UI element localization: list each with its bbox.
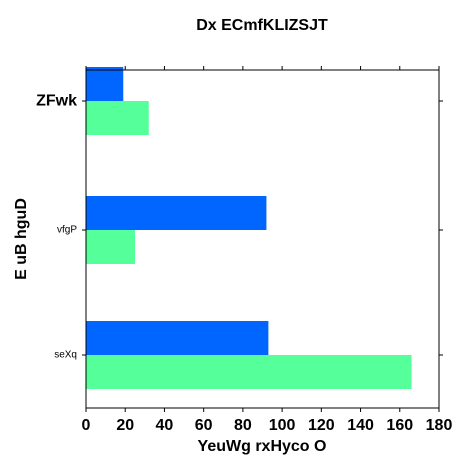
y-tick-label: seXq: [54, 350, 77, 361]
x-axis-label: YeuWg rxHyco O: [198, 438, 327, 455]
bars-layer: [86, 67, 412, 389]
y-tick-label: ZFwk: [36, 93, 77, 110]
bar-seXq-series-1: [86, 321, 269, 355]
x-tick-label: 60: [195, 417, 213, 434]
chart-title: Dx ECmfKLIZSJT: [196, 17, 328, 34]
x-tick-label: 100: [269, 417, 296, 434]
x-tick-label: 80: [234, 417, 252, 434]
ticks-layer: ZFwk vfgP seXq 0 20 40 60 80 100 120 140 160 180: [36, 66, 452, 434]
bar-vfgP-series-2: [86, 230, 136, 264]
x-tick-label: 0: [82, 417, 91, 434]
y-axis-label: E uB hguD: [13, 198, 30, 280]
bar-ZFwk-series-1: [86, 67, 124, 101]
x-tick-label: 120: [308, 417, 335, 434]
plot-frame: [85, 69, 440, 409]
y-tick-label: vfgP: [57, 225, 77, 236]
x-tick-label: 40: [156, 417, 174, 434]
x-tick-label: 160: [386, 417, 413, 434]
bar-seXq-series-2: [86, 355, 412, 389]
x-tick-label: 180: [426, 417, 453, 434]
bar-ZFwk-series-2: [86, 101, 149, 135]
bar-vfgP-series-1: [86, 196, 267, 230]
x-tick-label: 140: [347, 417, 374, 434]
x-tick-label: 20: [116, 417, 134, 434]
